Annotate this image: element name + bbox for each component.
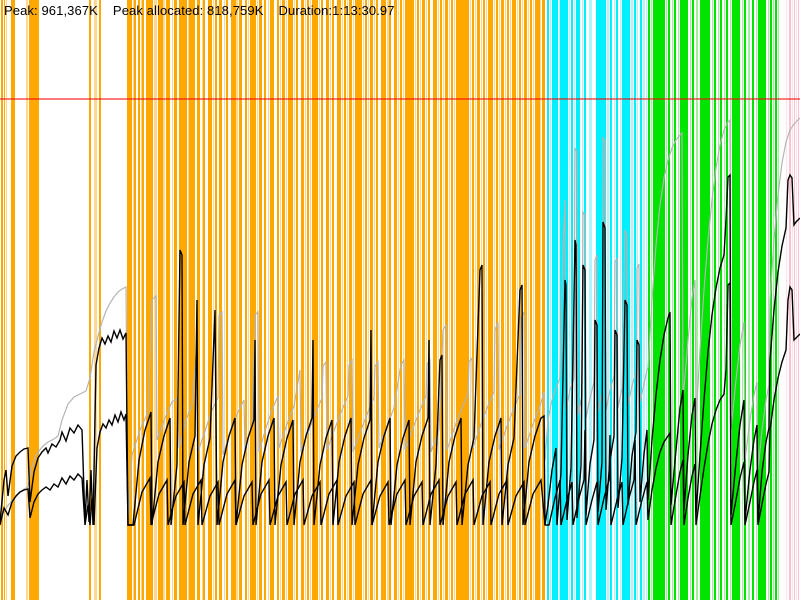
event-band-pink bbox=[789, 0, 799, 600]
stats-header: Peak: 961,367K Peak allocated: 818,759K Du… bbox=[4, 3, 410, 19]
series-virtual-size-gray bbox=[0, 117, 800, 526]
series-in-use-black-lower bbox=[0, 281, 800, 526]
peak-stat: Peak: 961,367K bbox=[4, 3, 98, 18]
event-band-green bbox=[648, 0, 777, 600]
peak-allocated-stat: Peak allocated: 818,759K bbox=[112, 3, 264, 18]
duration-stat: Duration:1:13:30.97 bbox=[278, 3, 395, 18]
